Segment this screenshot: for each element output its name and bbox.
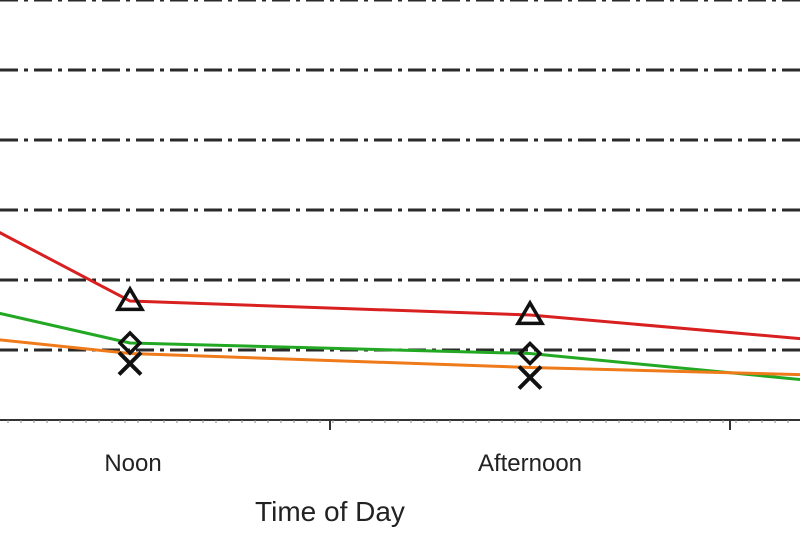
x-axis-label: Time of Day [255,496,405,527]
data-point-triangle [514,299,546,326]
data-point-diamond [117,330,143,356]
data-point-triangle [114,285,146,312]
data-point-x [117,351,143,376]
series-group [0,231,800,381]
x-tick-labels: Noon Afternoon [104,450,582,477]
x-tick-label: Afternoon [478,450,582,477]
markers-group [114,285,546,390]
x-tick-label: Noon [104,450,161,477]
series-line-1 [0,231,800,341]
gridlines [0,0,800,352]
data-point-x [517,365,543,390]
x-marker-stroke [117,351,143,376]
x-axis [0,419,800,430]
data-point-diamond [517,341,543,366]
series-line-3 [0,338,800,377]
x-marker-stroke [517,365,543,390]
